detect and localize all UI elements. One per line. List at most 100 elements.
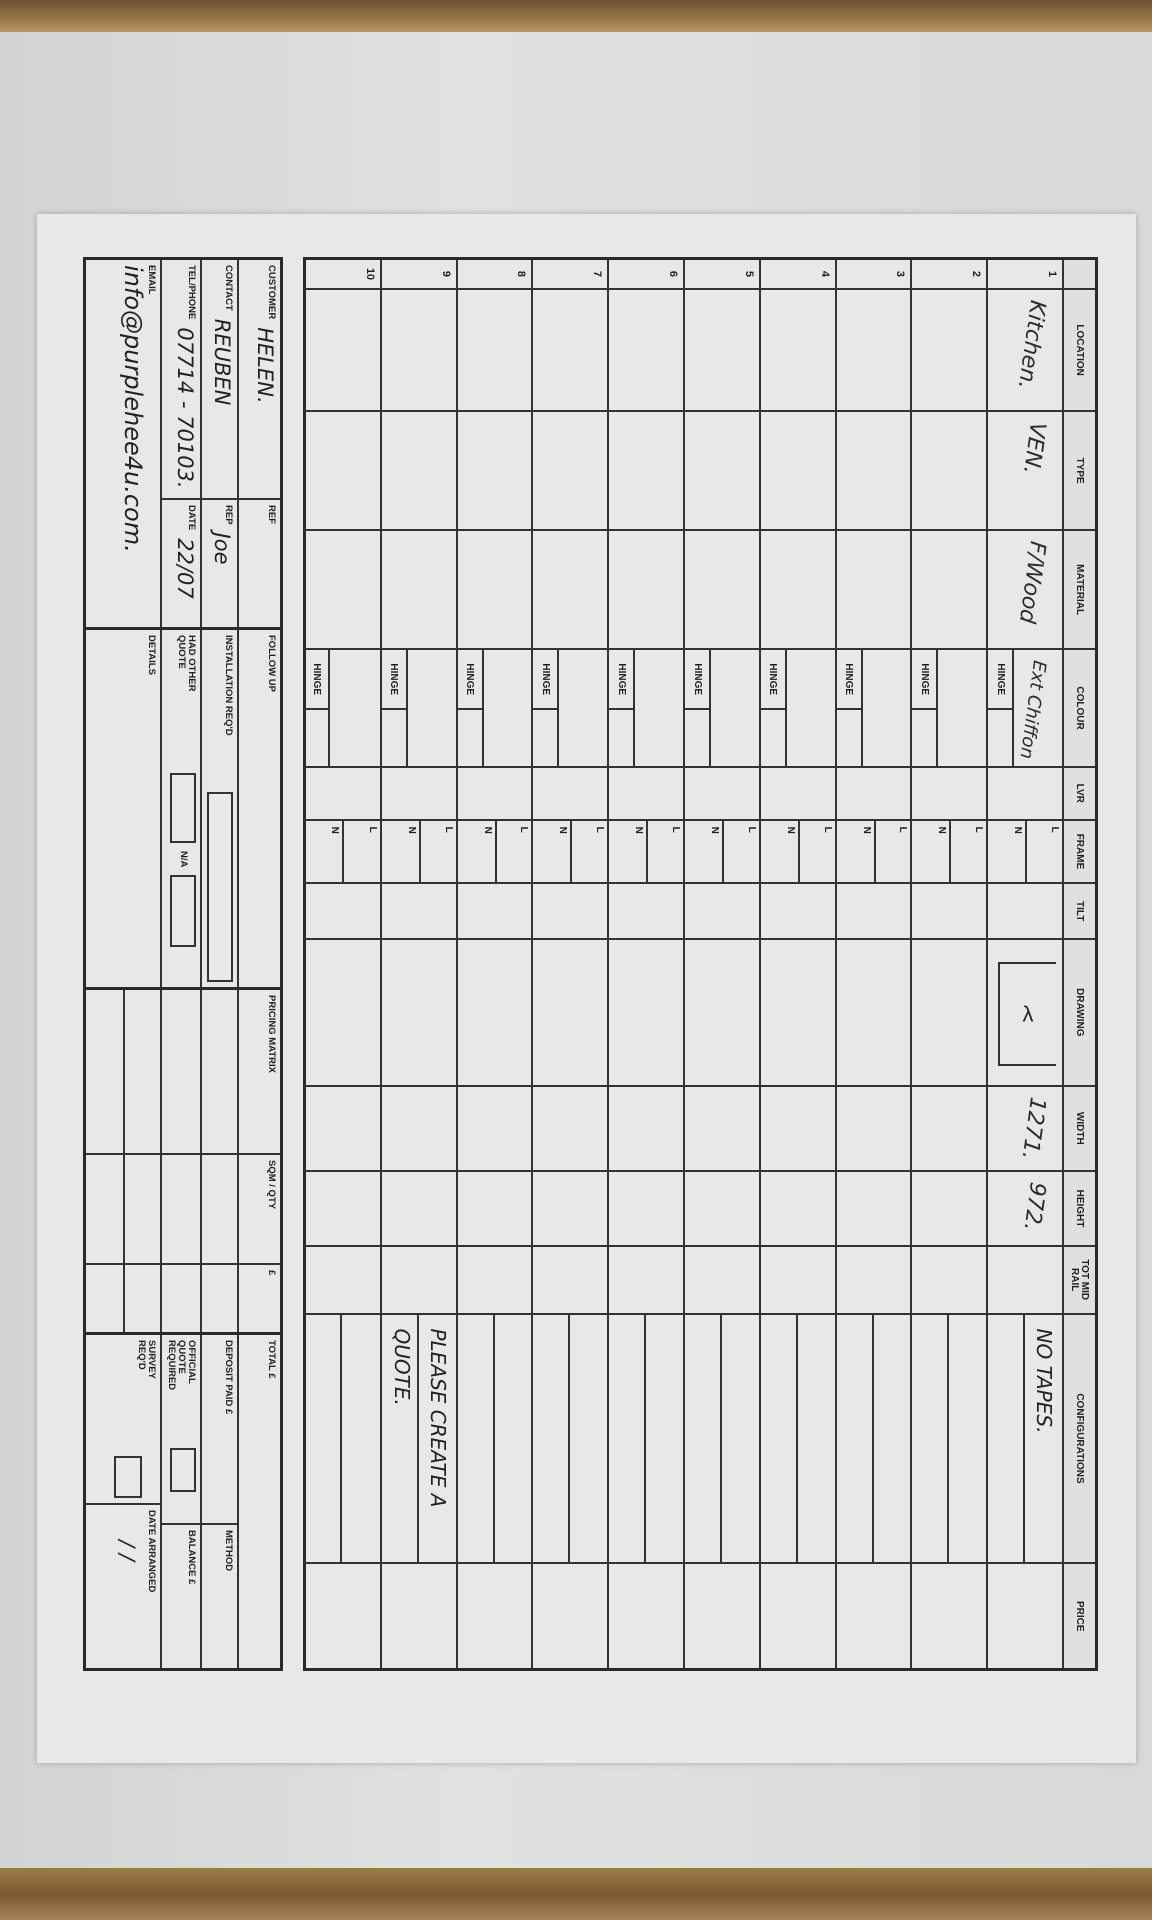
cell-type[interactable] [457, 412, 532, 531]
pricing-cell[interactable] [162, 1155, 200, 1265]
cell-height[interactable] [533, 1172, 608, 1247]
cell-price[interactable] [304, 1564, 380, 1668]
pricing-cell[interactable] [86, 1265, 123, 1332]
cell-price[interactable] [533, 1564, 607, 1668]
cell-tilt[interactable] [533, 884, 608, 941]
cell-drawing[interactable] [760, 940, 835, 1087]
cell-price[interactable] [382, 1564, 456, 1668]
cell-type[interactable] [609, 412, 684, 531]
email-field[interactable]: EMAIL info@purplehee4u.com. [86, 260, 160, 627]
cell-width[interactable] [685, 1086, 759, 1173]
details-field[interactable]: DETAILS [86, 630, 160, 987]
pricing-cell[interactable] [86, 1155, 123, 1265]
cell-midrail[interactable] [457, 1246, 532, 1315]
rep-field[interactable]: REP Joe [202, 500, 237, 627]
cell-colour[interactable]: HINGE [912, 650, 987, 768]
cell-location[interactable] [912, 289, 987, 413]
cell-location[interactable] [533, 289, 608, 413]
cell-tilt[interactable] [988, 884, 1062, 941]
cell-width[interactable] [304, 1086, 380, 1173]
cell-location[interactable] [304, 289, 380, 413]
cell-height[interactable] [457, 1172, 532, 1247]
date-arranged-field[interactable]: DATE ARRANGED / / [86, 1505, 160, 1668]
cell-tilt[interactable] [760, 884, 835, 941]
cell-height[interactable] [381, 1172, 456, 1247]
date-field[interactable]: DATE 22/07 [162, 500, 200, 627]
cell-config[interactable] [685, 1314, 759, 1565]
cell-midrail[interactable] [685, 1246, 759, 1315]
cell-location[interactable] [381, 289, 456, 413]
cell-height[interactable] [304, 1172, 380, 1247]
na-checkbox[interactable] [170, 875, 196, 948]
cell-material[interactable] [685, 530, 759, 651]
cell-location[interactable] [760, 289, 835, 413]
cell-tilt[interactable] [836, 884, 911, 941]
cell-drawing[interactable] [381, 940, 456, 1087]
phone-field[interactable]: TEL/PHONE 07714 - 70103. [162, 260, 200, 500]
cell-drawing[interactable] [836, 940, 911, 1087]
cell-midrail[interactable] [609, 1246, 684, 1315]
pricing-cell[interactable] [162, 1265, 200, 1332]
cell-width[interactable]: 1271. [988, 1086, 1062, 1173]
cell-colour[interactable]: HINGE [457, 650, 532, 768]
cell-type[interactable] [381, 412, 456, 531]
cell-config[interactable] [836, 1314, 911, 1565]
survey-checkbox[interactable] [114, 1455, 142, 1498]
cell-lvr[interactable] [609, 767, 684, 821]
pricing-cell[interactable] [162, 990, 200, 1155]
cell-material[interactable] [912, 530, 987, 651]
cell-width[interactable] [760, 1086, 835, 1173]
cell-drawing[interactable] [685, 940, 759, 1087]
cell-width[interactable] [381, 1086, 456, 1173]
cell-price[interactable] [837, 1564, 911, 1668]
cell-lvr[interactable] [381, 767, 456, 821]
cell-material[interactable] [304, 530, 380, 651]
cell-lvr[interactable] [836, 767, 911, 821]
cell-tilt[interactable] [912, 884, 987, 941]
cell-colour[interactable]: HINGE [609, 650, 684, 768]
pricing-cell[interactable] [125, 990, 160, 1155]
cell-material[interactable]: F/Wood [988, 530, 1062, 651]
cell-material[interactable] [457, 530, 532, 651]
cell-config[interactable] [912, 1314, 987, 1565]
balance-field[interactable]: BALANCE £ [162, 1525, 200, 1668]
cell-tilt[interactable] [304, 884, 380, 941]
pricing-cell[interactable] [202, 1155, 237, 1265]
cell-config[interactable]: PLEASE CREATE A QUOTE. [381, 1314, 456, 1565]
cell-material[interactable] [609, 530, 684, 651]
cell-price[interactable] [609, 1564, 683, 1668]
cell-width[interactable] [457, 1086, 532, 1173]
cell-lvr[interactable] [457, 767, 532, 821]
cell-lvr[interactable] [533, 767, 608, 821]
cell-price[interactable] [685, 1564, 759, 1668]
cell-midrail[interactable] [988, 1246, 1062, 1315]
cell-height[interactable] [912, 1172, 987, 1247]
cell-price[interactable] [988, 1564, 1062, 1668]
cell-colour[interactable]: HINGE [836, 650, 911, 768]
deposit-field[interactable]: DEPOSIT PAID £ [202, 1335, 237, 1525]
cell-location[interactable] [685, 289, 759, 413]
cell-type[interactable] [912, 412, 987, 531]
cell-colour[interactable]: HINGE [760, 650, 835, 768]
cell-material[interactable] [760, 530, 835, 651]
cell-material[interactable] [836, 530, 911, 651]
cell-colour[interactable]: HINGE [381, 650, 456, 768]
cell-config[interactable]: NO TAPES. [988, 1314, 1062, 1565]
cell-tilt[interactable] [609, 884, 684, 941]
cell-config[interactable] [304, 1314, 380, 1565]
cell-price[interactable] [458, 1564, 532, 1668]
cell-type[interactable] [836, 412, 911, 531]
cell-location[interactable]: Kitchen. [988, 289, 1062, 413]
cell-drawing[interactable] [304, 940, 380, 1087]
method-field[interactable]: METHOD [202, 1525, 237, 1668]
cell-config[interactable] [609, 1314, 684, 1565]
cell-width[interactable] [609, 1086, 684, 1173]
cell-type[interactable] [304, 412, 380, 531]
cell-drawing[interactable] [457, 940, 532, 1087]
cell-material[interactable] [533, 530, 608, 651]
